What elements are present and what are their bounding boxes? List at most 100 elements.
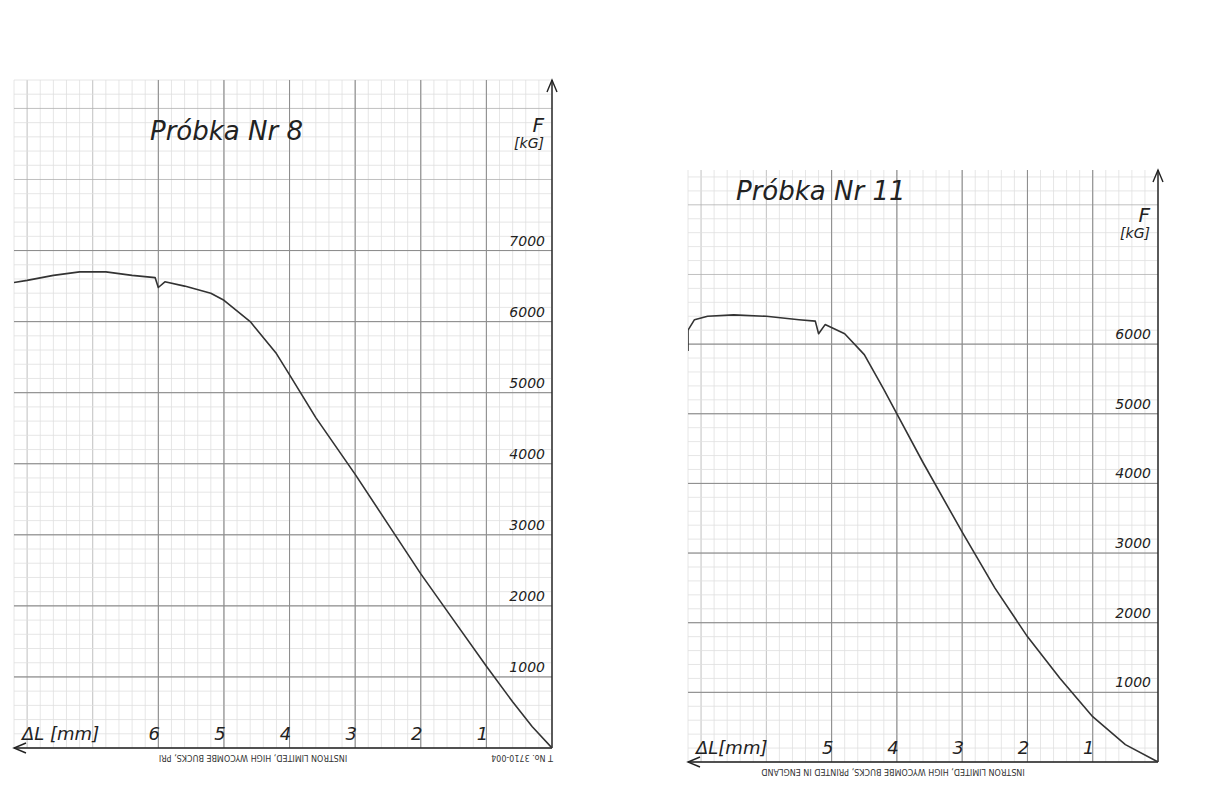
paper-line xyxy=(14,719,552,720)
title: Próbka Nr 8 xyxy=(150,116,303,146)
paper-line xyxy=(223,80,224,748)
paper-line xyxy=(14,378,552,379)
paper-line xyxy=(14,534,552,535)
paper-line xyxy=(14,264,552,265)
x-tick-label: 4 xyxy=(280,723,291,744)
grid-line xyxy=(1027,170,1028,762)
paper-line xyxy=(197,80,198,748)
paper-line xyxy=(132,80,133,748)
paper-line xyxy=(688,580,1158,581)
x-tick-label: 1 xyxy=(477,723,488,744)
paper-line xyxy=(844,170,845,762)
paper-line xyxy=(302,80,303,748)
force-curve xyxy=(14,272,552,748)
y-axis xyxy=(1157,170,1158,762)
paper-line xyxy=(14,80,552,81)
paper-line xyxy=(688,218,1158,219)
y-axis-title: F[kG] xyxy=(1120,203,1150,241)
paper-line xyxy=(688,525,1158,526)
paper-line xyxy=(14,563,552,564)
grid-line xyxy=(688,692,1158,693)
x-tick-label: 5 xyxy=(214,723,225,744)
y-tick-label: 3000 xyxy=(509,517,545,533)
paper-line xyxy=(14,236,552,237)
paper-line xyxy=(962,170,963,762)
paper-line xyxy=(688,358,1158,359)
paper-line xyxy=(688,399,1158,400)
data-layer xyxy=(688,315,1158,762)
grid-line xyxy=(831,170,832,762)
paper-line xyxy=(779,170,780,762)
paper-line xyxy=(688,678,1158,679)
paper-line xyxy=(688,274,1158,275)
tick-labels: 1234561000200030004000500060007000 xyxy=(149,233,545,744)
paper-line xyxy=(714,170,715,762)
paper-line xyxy=(237,80,238,748)
paper-line xyxy=(14,748,552,749)
paper-line xyxy=(688,622,1158,623)
graph-paper xyxy=(688,170,1158,762)
grid-line xyxy=(896,170,897,762)
x-tick-label: 6 xyxy=(149,723,160,744)
x-tick-label: 1 xyxy=(1083,737,1094,758)
paper-line xyxy=(688,497,1158,498)
paper-line xyxy=(1001,170,1002,762)
grid-line xyxy=(289,80,290,748)
paper-line xyxy=(688,608,1158,609)
y-tick-label: 3000 xyxy=(1115,535,1151,551)
paper-line xyxy=(14,605,552,606)
x-axis-title: ΔL [mm] xyxy=(20,723,99,744)
paper-line xyxy=(14,705,552,706)
y-axis-title-part: [kG] xyxy=(1120,225,1150,241)
grid-line xyxy=(14,392,552,393)
paper-line xyxy=(688,427,1158,428)
y-axis-title-part: F xyxy=(1138,203,1150,227)
paper-line xyxy=(688,469,1158,470)
y-tick-label: 6000 xyxy=(1115,326,1151,342)
paper-line xyxy=(688,636,1158,637)
paper-line xyxy=(688,413,1158,414)
force-curve xyxy=(688,315,1158,762)
paper-line xyxy=(688,762,1158,763)
paper-line xyxy=(171,80,172,748)
data-layer xyxy=(14,272,552,748)
paper-line xyxy=(688,246,1158,247)
x-axis-arrow xyxy=(688,757,700,767)
paper-line xyxy=(1105,170,1106,762)
paper-line xyxy=(40,80,41,748)
grid-line xyxy=(486,80,487,748)
paper-line xyxy=(688,170,689,762)
paper-line xyxy=(433,80,434,748)
y-tick-label: 1000 xyxy=(1115,674,1151,690)
paper-line xyxy=(688,371,1158,372)
paper-line xyxy=(486,80,487,748)
paper-line xyxy=(688,706,1158,707)
paper-line xyxy=(14,520,552,521)
paper-line xyxy=(14,179,552,180)
paper-line xyxy=(818,170,819,762)
paper-line xyxy=(315,80,316,748)
paper-line xyxy=(14,577,552,578)
paper-line xyxy=(420,80,421,748)
paper-line xyxy=(805,170,806,762)
tick-labels: 12345100020003000400050006000 xyxy=(822,326,1151,758)
paper-line xyxy=(14,207,552,208)
y-axis xyxy=(551,80,552,748)
paper-line xyxy=(447,80,448,748)
grid-line xyxy=(688,344,1158,345)
paper-line xyxy=(1040,170,1041,762)
paper-line xyxy=(14,307,552,308)
paper-line xyxy=(145,80,146,748)
paper-line xyxy=(14,293,552,294)
paper-line xyxy=(857,170,858,762)
y-axis-title: F[kG] xyxy=(514,113,544,151)
axes xyxy=(14,80,557,753)
grid-line xyxy=(158,80,159,748)
paper-line xyxy=(14,691,552,692)
chart-root: 1234561000200030004000500060007000Próbka… xyxy=(0,0,1208,790)
paper-line xyxy=(688,302,1158,303)
paper-line xyxy=(14,406,552,407)
x-tick-label: 3 xyxy=(345,723,356,744)
panel: 12345100020003000400050006000Próbka Nr 1… xyxy=(688,170,1163,776)
grid-line xyxy=(14,534,552,535)
